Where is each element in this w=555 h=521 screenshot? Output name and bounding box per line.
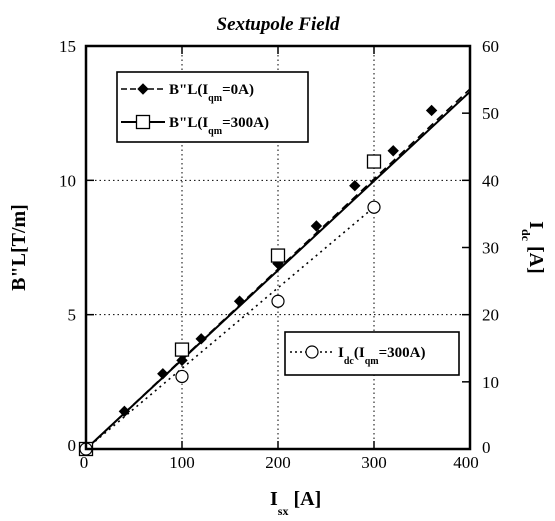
fit-line-series-3 [85,206,375,450]
legend-marker [137,83,149,95]
y-tick-label: 15 [59,37,76,56]
marker-series-1 [195,333,207,345]
legend-entry-bl-300A: B"L(Iqm=300A) [121,114,269,137]
marker-series-1 [310,220,323,232]
marker-series-2 [174,342,190,357]
legend-box-bl: B"L(Iqm=0A) B"L(Iqm=300A) [116,71,309,143]
y2-tick-label: 20 [482,306,499,325]
x-tick-label: 100 [169,453,195,472]
y2-tick-label: 0 [482,438,491,457]
y2-tick-label: 50 [482,104,499,123]
y2-axis-label-text: Idc [A] [519,221,547,274]
marker-series-2 [270,248,286,263]
marker-series-1 [118,405,131,418]
y-tick-label: 0 [68,436,77,455]
marker-series-3 [271,294,285,308]
x-tick-label: 400 [453,453,479,472]
marker-series-3 [175,369,189,384]
fit-line-series-2 [85,90,471,450]
y2-tick-label: 10 [482,373,499,392]
x-tick-label: 0 [80,453,89,472]
legend-frame [284,331,460,376]
y2-tick-label: 30 [482,239,499,258]
x-axis-label: Isx [A] [270,488,321,518]
y2-tick-label: 40 [482,171,499,190]
y-tick-label: 5 [68,306,77,325]
legend-label: B"L(Iqm=300A) [169,115,269,137]
marker-series-1 [176,354,188,367]
legend-entry-bl-0A: B"L(Iqm=0A) [121,82,254,104]
chart-title: Sextupole Field [217,14,340,35]
marker-series-1 [349,179,361,192]
legend-label: Idc(Iqm=300A) [338,345,425,367]
x-tick-label: 200 [265,453,291,472]
legend-marker [305,345,319,359]
y2-axis-label: Idc [A] [519,221,547,274]
marker-series-3 [367,200,381,214]
x-tick-label: 300 [361,453,387,472]
legend-entry-idc: Idc(Iqm=300A) [290,345,425,367]
legend-frame [116,71,309,143]
legend-marker [135,114,151,130]
marker-series-1 [157,368,169,380]
grid [86,46,470,449]
marker-series-1 [233,295,246,307]
y2-tick-label: 60 [482,37,499,56]
marker-series-2 [366,154,382,169]
marker-series-1 [387,145,399,157]
y-tick-label: 10 [59,171,76,190]
legend-label: B"L(Iqm=0A) [169,82,254,104]
data-markers [78,104,438,457]
marker-series-1 [425,104,438,117]
legend-box-idc: Idc(Iqm=300A) [284,331,460,376]
x-axis-label-text: Isx [A] [270,488,321,518]
y-axis-label: B"L[T/m] [8,204,30,291]
